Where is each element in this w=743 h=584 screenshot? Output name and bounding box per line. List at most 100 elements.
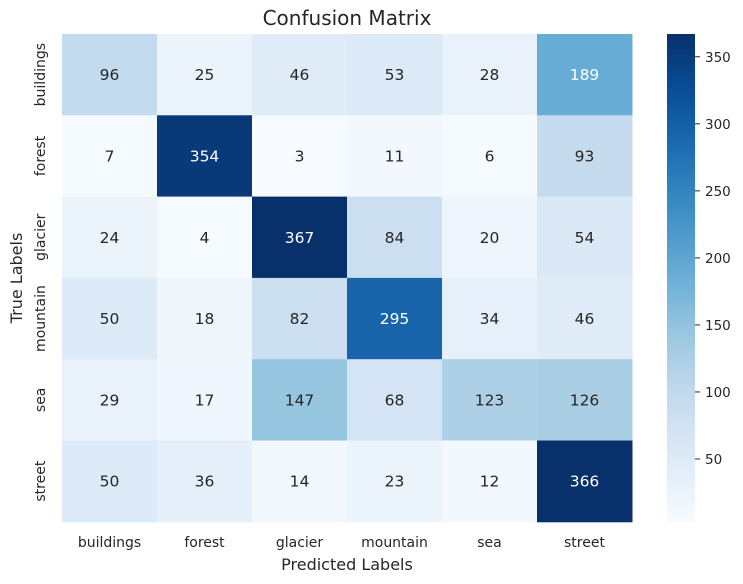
cell-value-label: 189 [570, 66, 600, 84]
heatmap-cell [537, 440, 633, 523]
y-tick-label: mountain [33, 285, 49, 352]
cell-value-label: 126 [570, 391, 600, 409]
cell-value-label: 50 [100, 310, 120, 328]
cell-value-label: 53 [385, 66, 405, 84]
heatmap-cell [442, 115, 538, 198]
colorbar-ticks: 50 100 150 200 250 300 350 [695, 50, 731, 468]
cell-value-label: 17 [195, 391, 215, 409]
y-axis-label: True Labels [7, 233, 26, 325]
cell-value-label: 7 [105, 147, 115, 165]
cell-value-label: 46 [290, 66, 310, 84]
cell-value-label: 14 [290, 473, 310, 491]
heatmap-cell [252, 196, 348, 279]
cell-value-label: 24 [100, 229, 120, 247]
heatmap-cell [252, 115, 348, 198]
heatmap-cell [442, 359, 538, 441]
cell-value-label: 367 [285, 229, 315, 247]
heatmap-cell [347, 440, 443, 523]
x-tick-label: street [564, 535, 605, 551]
heatmap-cell [62, 440, 158, 523]
colorbar-tick-label: 100 [705, 385, 731, 401]
heatmap-cell [252, 277, 348, 360]
cell-value-label: 3 [295, 147, 305, 165]
cell-value-label: 295 [380, 310, 410, 328]
cell-value-label: 93 [575, 147, 595, 165]
heatmap-cell [252, 359, 348, 441]
cell-value-label: 18 [195, 310, 215, 328]
heatmap-cell [442, 34, 538, 116]
heatmap-cell [62, 277, 158, 360]
cell-value-label: 11 [385, 147, 405, 165]
y-tick-label: glacier [33, 213, 49, 261]
heatmap-cell [537, 359, 633, 441]
colorbar-tick-label: 300 [705, 117, 731, 133]
colorbar-tick-label: 200 [705, 251, 731, 267]
heatmap-cell [157, 34, 253, 116]
x-tick-label: mountain [361, 535, 428, 551]
heatmap-cell [347, 277, 443, 360]
cell-value-label: 50 [100, 473, 120, 491]
heatmap-cell [537, 196, 633, 279]
colorbar-tick-label: 250 [705, 184, 731, 200]
y-tick-label: sea [33, 388, 49, 413]
x-tick-label: glacier [276, 535, 324, 551]
x-tick-label: forest [184, 535, 225, 551]
heatmap-cell [442, 196, 538, 279]
x-tick-labels: buildings forest glacier mountain sea street [78, 535, 606, 551]
chart-title: Confusion Matrix [263, 6, 432, 30]
colorbar-tick-label: 350 [705, 50, 731, 66]
cell-value-label: 23 [385, 473, 405, 491]
colorbar-gradient [667, 34, 695, 522]
cell-value-label: 96 [100, 66, 120, 84]
cell-value-label: 29 [100, 391, 120, 409]
heatmap-cell [347, 115, 443, 198]
heatmap-cell [62, 115, 158, 198]
y-tick-label: forest [33, 135, 49, 176]
cell-value-label: 34 [480, 310, 500, 328]
heatmap-cell [442, 277, 538, 360]
cell-value-label: 25 [195, 66, 215, 84]
heatmap-cell [347, 196, 443, 279]
heatmap-cell [537, 115, 633, 198]
heatmap-cell [157, 196, 253, 279]
x-tick-label: buildings [78, 535, 141, 551]
cell-value-label: 20 [480, 229, 500, 247]
heatmap-cell [62, 196, 158, 279]
colorbar-tick-label: 50 [705, 452, 722, 468]
cell-value-label: 54 [575, 229, 595, 247]
cell-value-label: 28 [480, 66, 500, 84]
y-tick-labels: buildings forest glacier mountain sea street [33, 43, 49, 502]
cell-value-label: 354 [190, 147, 220, 165]
heatmap-cell [252, 34, 348, 116]
cell-value-label: 123 [475, 391, 505, 409]
x-axis-label: Predicted Labels [281, 555, 413, 574]
cell-value-label: 366 [570, 473, 600, 491]
y-tick-label: street [33, 460, 49, 501]
cell-value-label: 4 [200, 229, 210, 247]
cell-value-label: 46 [575, 310, 595, 328]
y-tick-label: buildings [33, 43, 49, 106]
heatmap-cell [252, 440, 348, 523]
heatmap-cell [537, 277, 633, 360]
cell-value-label: 68 [385, 391, 405, 409]
heatmap-cell [157, 115, 253, 198]
heatmap-cell [62, 34, 158, 116]
heatmap-cells: 96 25 46 53 28 189 7 354 3 11 6 93 24 4 367 84 20 54 50 18 8… [62, 34, 633, 523]
cell-value-label: 36 [195, 473, 215, 491]
heatmap-cell [442, 440, 538, 523]
colorbar-tick-label: 150 [705, 318, 731, 334]
cell-value-label: 147 [285, 391, 315, 409]
heatmap-cell [62, 359, 158, 441]
colorbar: 50 100 150 200 250 300 350 [667, 34, 731, 522]
heatmap-cell [537, 34, 633, 116]
heatmap-cell [157, 277, 253, 360]
cell-value-label: 12 [480, 473, 500, 491]
cell-value-label: 84 [385, 229, 405, 247]
heatmap-cell [157, 440, 253, 523]
cell-value-label: 6 [485, 147, 495, 165]
heatmap-cell [347, 34, 443, 116]
cell-value-label: 82 [290, 310, 310, 328]
x-tick-label: sea [477, 535, 502, 551]
heatmap-cell [347, 359, 443, 441]
